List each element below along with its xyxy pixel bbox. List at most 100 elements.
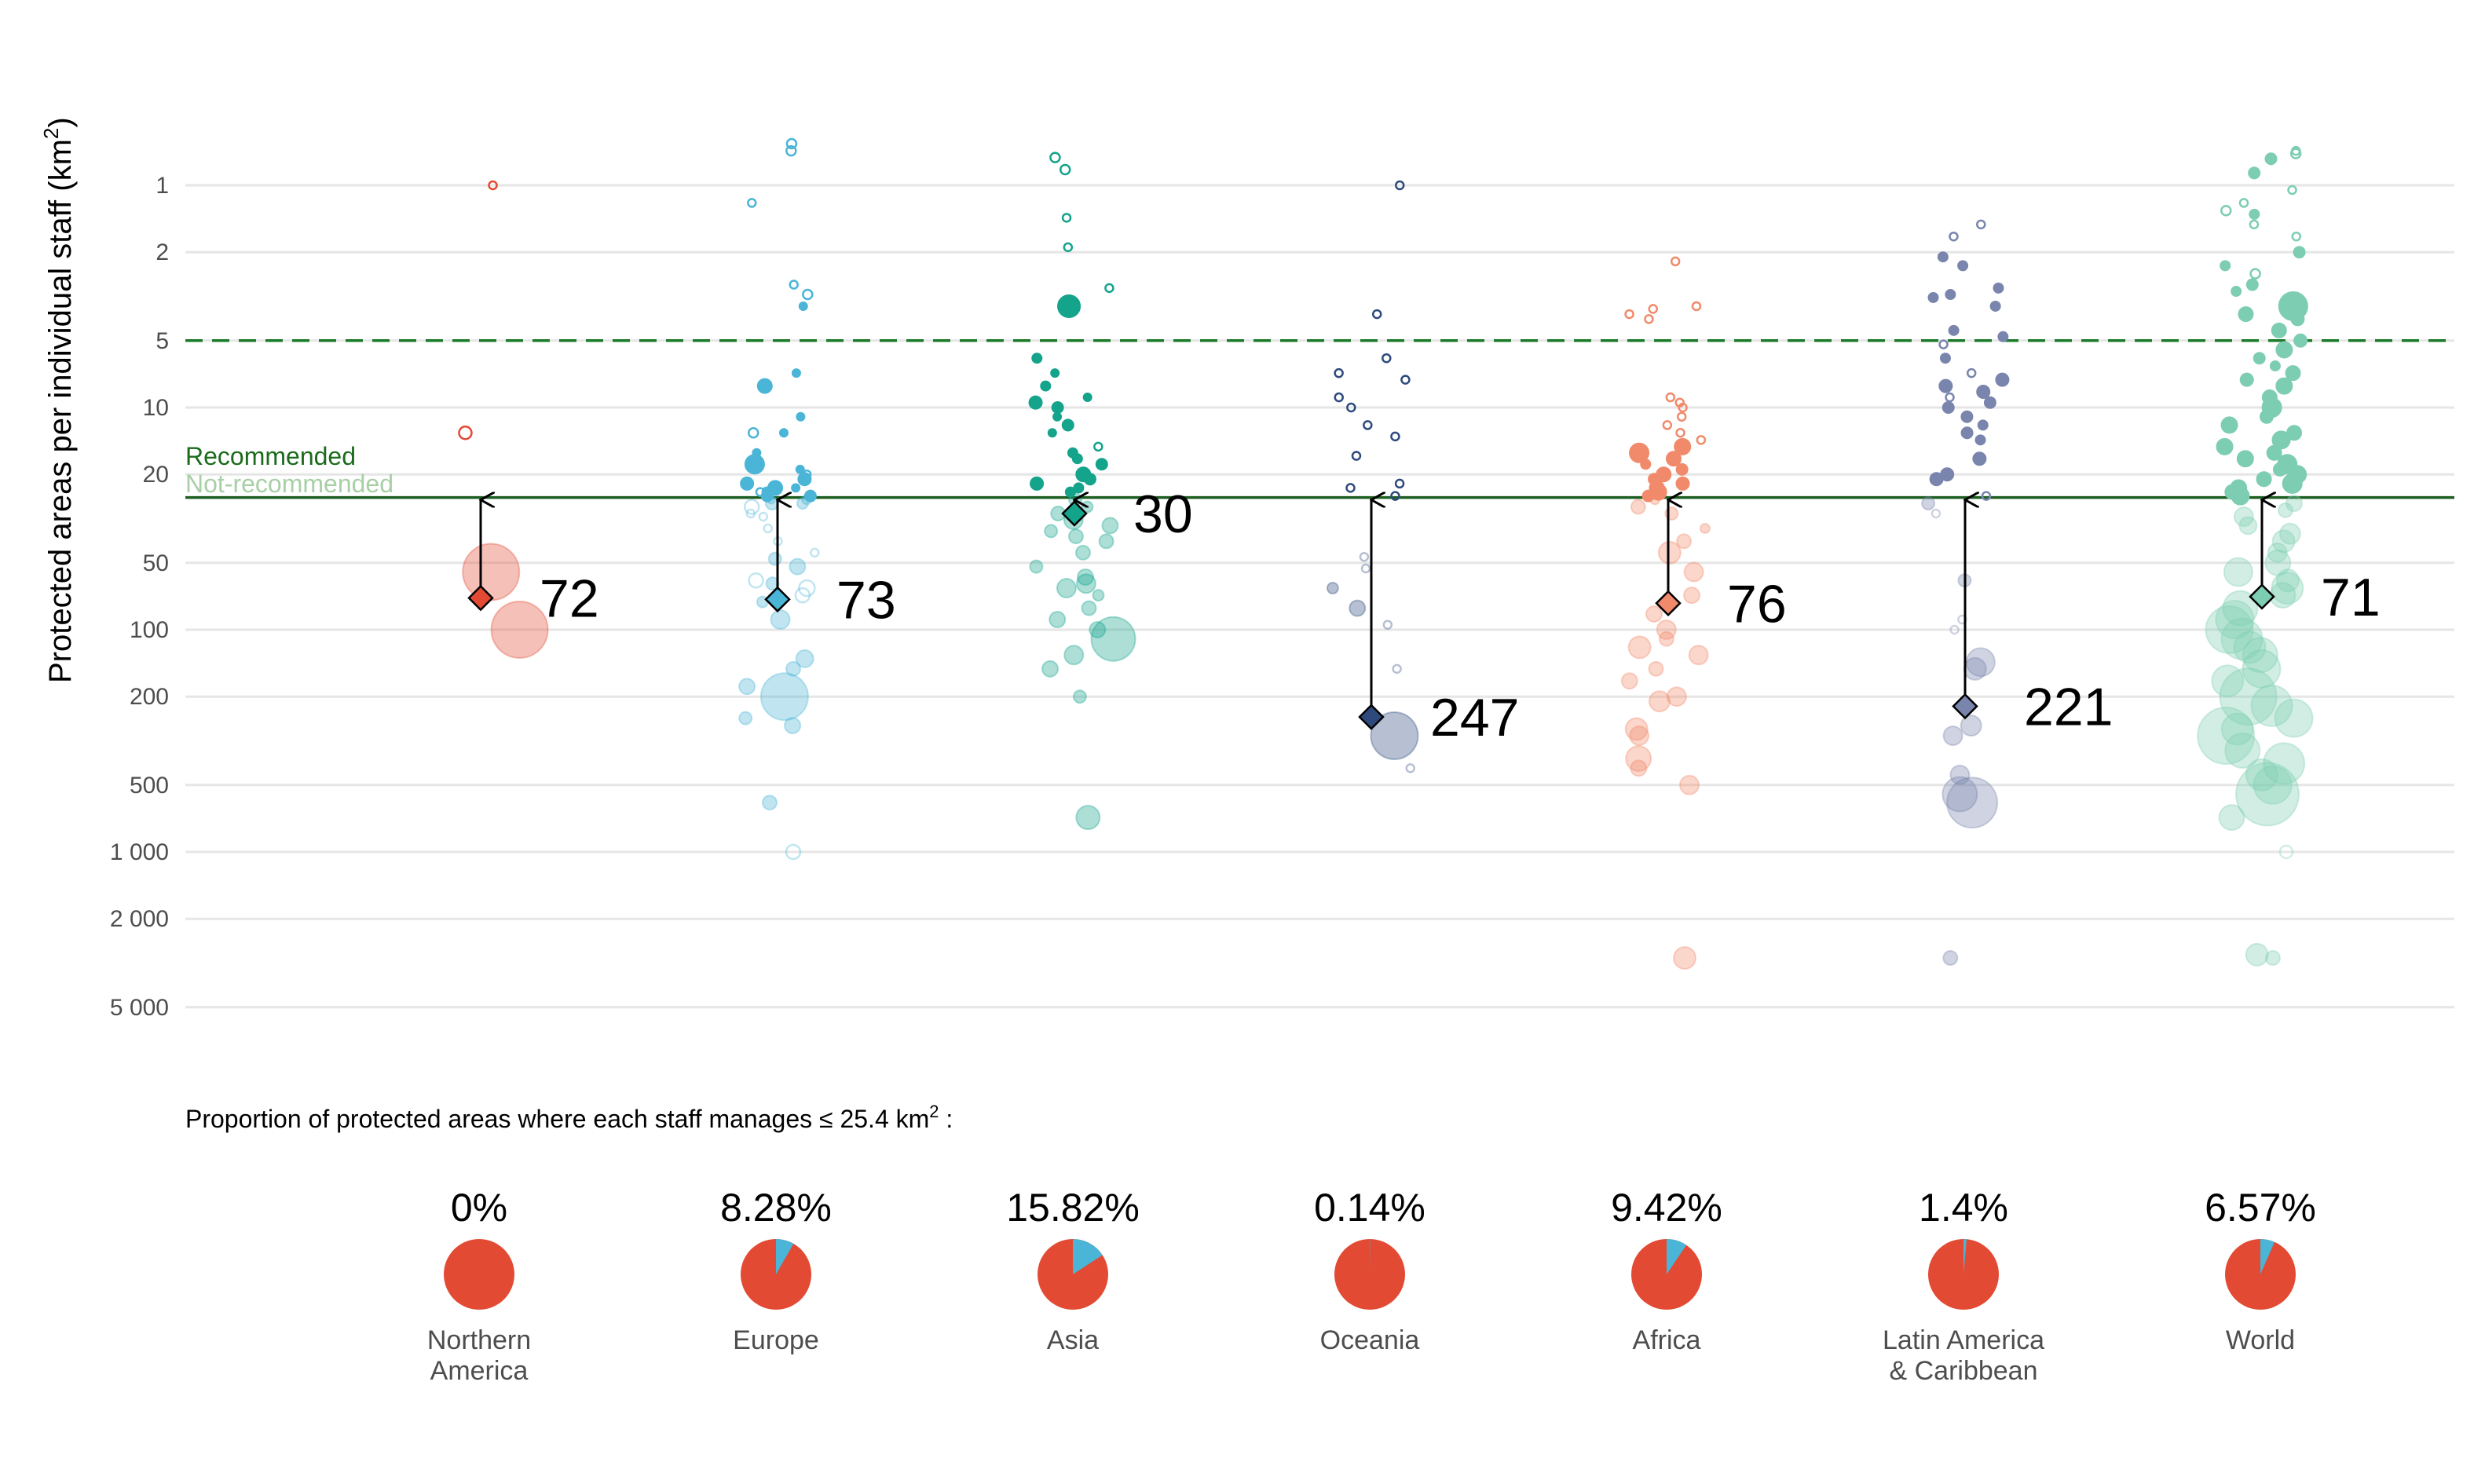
data-point bbox=[1658, 631, 1674, 647]
data-point bbox=[1939, 353, 1951, 364]
data-point bbox=[1957, 260, 1969, 272]
data-point bbox=[1625, 745, 1652, 773]
data-point bbox=[1675, 462, 1689, 476]
data-point bbox=[1963, 656, 1987, 681]
data-point bbox=[1047, 428, 1057, 438]
data-point bbox=[1067, 528, 1084, 545]
data-point bbox=[1382, 353, 1392, 364]
data-point bbox=[1400, 375, 1411, 385]
data-point bbox=[1666, 686, 1687, 707]
data-point bbox=[1089, 621, 1107, 638]
data-point bbox=[1983, 396, 1996, 409]
median-diamond bbox=[1952, 693, 1978, 720]
data-point bbox=[2249, 208, 2260, 220]
proportion-label: 1.4% bbox=[1919, 1186, 2008, 1230]
y-axis-title: Protected areas per individual staff (km… bbox=[39, 117, 78, 683]
data-point bbox=[1359, 551, 1370, 562]
data-point bbox=[1031, 353, 1043, 364]
data-point bbox=[1095, 458, 1108, 471]
data-point bbox=[2253, 765, 2293, 805]
data-point bbox=[2275, 341, 2293, 359]
data-point bbox=[1665, 451, 1682, 467]
reference-lines bbox=[185, 339, 2454, 499]
data-point bbox=[1346, 402, 1356, 413]
data-point bbox=[2278, 522, 2301, 545]
data-point bbox=[1656, 620, 1677, 640]
y-tick-label: 5 000 bbox=[110, 995, 169, 1021]
data-point bbox=[1942, 401, 1955, 414]
data-point bbox=[2231, 286, 2242, 298]
data-point bbox=[1090, 616, 1136, 662]
data-point bbox=[1057, 294, 1081, 318]
data-point bbox=[1662, 420, 1673, 430]
y-tick-label: 2 000 bbox=[110, 906, 169, 932]
data-point bbox=[1993, 282, 2004, 294]
data-point bbox=[1074, 544, 1091, 561]
region-label: Europe bbox=[733, 1325, 819, 1355]
y-tick-label: 100 bbox=[130, 617, 169, 643]
data-point bbox=[2249, 268, 2261, 280]
data-point bbox=[2238, 198, 2249, 208]
data-point bbox=[1960, 410, 1974, 423]
data-point bbox=[1678, 402, 1688, 413]
data-point bbox=[770, 609, 791, 631]
data-point bbox=[1942, 726, 1963, 747]
data-point bbox=[1696, 435, 1707, 445]
data-point bbox=[1946, 777, 1999, 829]
data-point bbox=[1644, 314, 1654, 324]
data-point bbox=[2285, 365, 2301, 382]
data-point bbox=[2285, 495, 2303, 513]
y-gridlines bbox=[185, 184, 2454, 1009]
region-label: Asia bbox=[1047, 1325, 1099, 1355]
data-point bbox=[2256, 471, 2272, 488]
data-point bbox=[2275, 568, 2300, 593]
data-point bbox=[810, 547, 820, 558]
data-point bbox=[1101, 517, 1119, 535]
data-point bbox=[744, 454, 765, 475]
region-label: Northern America bbox=[427, 1325, 531, 1386]
data-point bbox=[1629, 726, 1650, 747]
data-point bbox=[2271, 529, 2296, 554]
data-point bbox=[2248, 166, 2261, 180]
median-diamond bbox=[467, 584, 494, 612]
data-point bbox=[1683, 587, 1701, 605]
data-point bbox=[1083, 473, 1096, 486]
region-label: Oceania bbox=[1320, 1325, 1420, 1355]
y-tick-label: 1 bbox=[156, 173, 169, 199]
data-point bbox=[2271, 430, 2291, 450]
data-point bbox=[1657, 540, 1682, 565]
data-point bbox=[1945, 289, 1956, 301]
data-point bbox=[1071, 453, 1083, 465]
data-point bbox=[1960, 715, 1982, 737]
data-point bbox=[1630, 499, 1646, 515]
data-point bbox=[759, 672, 809, 722]
data-point bbox=[1061, 213, 1072, 223]
median-diamond bbox=[764, 586, 791, 613]
data-point bbox=[2220, 260, 2231, 272]
data-point bbox=[1974, 434, 1986, 446]
data-point bbox=[1977, 419, 1989, 431]
pie-recommended-slice bbox=[1963, 1239, 1967, 1274]
data-point bbox=[2218, 804, 2245, 832]
data-point bbox=[1949, 231, 1959, 242]
data-point bbox=[2233, 506, 2254, 528]
data-point bbox=[1072, 689, 1087, 704]
data-point bbox=[1624, 309, 1634, 320]
data-point bbox=[801, 494, 813, 506]
data-point bbox=[1691, 301, 1702, 312]
data-point bbox=[2236, 450, 2254, 468]
data-point bbox=[2231, 486, 2250, 506]
proportion-label: 15.82% bbox=[1006, 1186, 1140, 1230]
median-markers: 72 73 30 247 76 221 71 bbox=[467, 484, 2381, 747]
data-point bbox=[744, 499, 760, 515]
data-point bbox=[1674, 437, 1692, 455]
region-label: Latin America & Caribbean bbox=[1883, 1325, 2044, 1386]
data-point bbox=[764, 496, 779, 511]
data-point bbox=[789, 557, 807, 576]
data-point bbox=[2271, 322, 2287, 338]
data-point bbox=[2259, 409, 2274, 424]
data-point bbox=[1673, 946, 1697, 970]
median-label: 247 bbox=[1430, 688, 1519, 747]
data-point bbox=[1629, 442, 1650, 463]
